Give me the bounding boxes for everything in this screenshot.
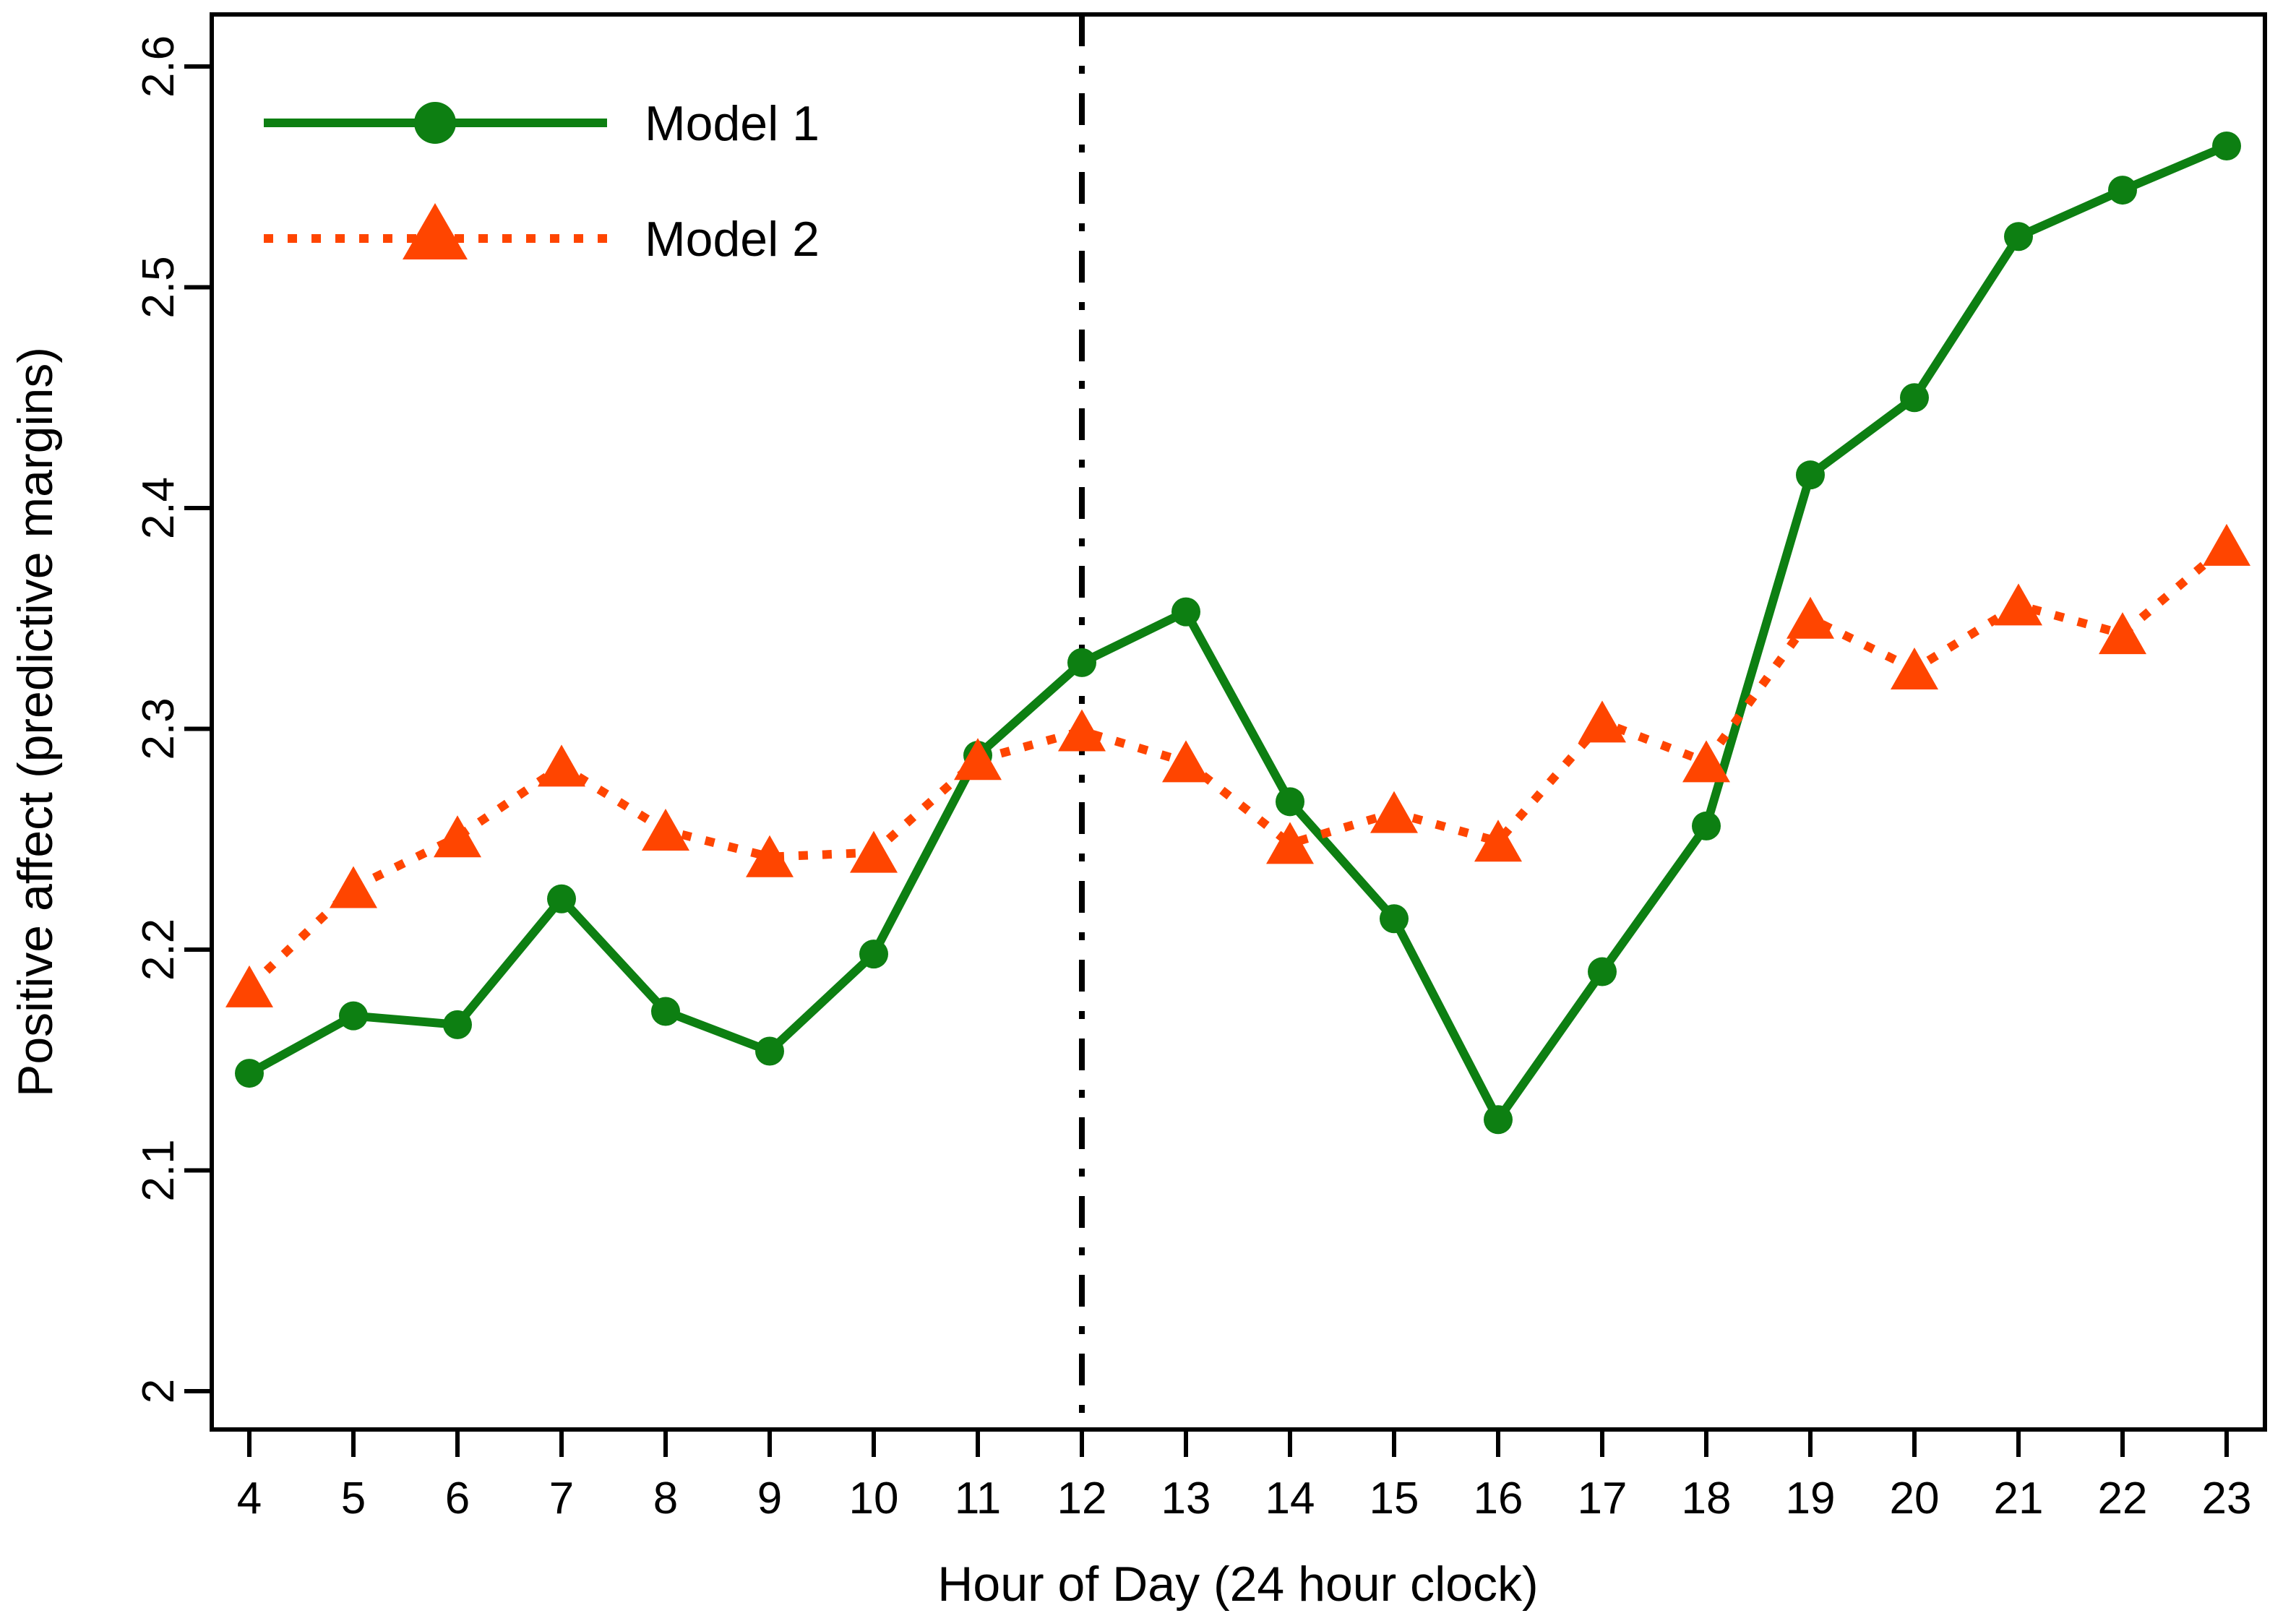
data-point xyxy=(746,835,794,877)
data-point xyxy=(235,1059,264,1088)
data-point xyxy=(2004,222,2033,251)
data-point xyxy=(434,815,481,858)
data-point xyxy=(1370,791,1418,833)
data-point xyxy=(1995,583,2042,626)
y-axis-title: Positive affect (predictive margins) xyxy=(8,347,63,1097)
data-point xyxy=(2203,523,2250,566)
plot-frame xyxy=(210,12,2267,1432)
data-point xyxy=(330,866,377,908)
series-line-model-1 xyxy=(247,142,2229,1125)
data-point xyxy=(1891,648,1938,690)
x-tick-label: 12 xyxy=(1057,1474,1107,1523)
y-tick-label: 2.2 xyxy=(134,919,184,981)
data-point xyxy=(1682,740,1730,783)
x-axis: 4 5 6 7 8 9 10 11 12 13 14 15 16 17 18 19 20 21 22 23 xyxy=(237,1429,2252,1523)
data-point xyxy=(1578,700,1626,743)
data-point xyxy=(850,830,898,873)
data-point xyxy=(339,1001,368,1031)
x-tick-label: 14 xyxy=(1265,1474,1315,1523)
series-markers-model-1 xyxy=(235,131,2241,1135)
x-tick-label: 21 xyxy=(1994,1474,2044,1523)
data-point xyxy=(2212,131,2241,160)
x-tick-label: 5 xyxy=(341,1474,366,1523)
legend-item-model-2: Model 2 xyxy=(264,203,820,267)
legend: Model 1 Model 2 xyxy=(264,96,820,267)
data-point xyxy=(1588,957,1617,986)
legend-circle-marker-icon xyxy=(414,102,456,144)
y-tick-label: 2.1 xyxy=(134,1139,184,1201)
data-point xyxy=(1380,904,1409,934)
plot-area: 2 2.1 2.2 2.3 2.4 2.5 2.6 4 5 6 7 8 9 10 11 12 13 14 15 16 1… xyxy=(134,12,2267,1523)
legend-item-model-1: Model 1 xyxy=(264,96,820,151)
data-point xyxy=(2099,612,2146,655)
data-point xyxy=(1276,787,1304,817)
x-tick-label: 23 xyxy=(2202,1474,2252,1523)
data-point xyxy=(2108,176,2137,205)
data-point xyxy=(1796,460,1825,490)
x-tick-label: 9 xyxy=(757,1474,782,1523)
legend-label-model-2: Model 2 xyxy=(645,212,820,267)
x-tick-label: 18 xyxy=(1682,1474,1732,1523)
data-point xyxy=(1787,596,1834,639)
y-tick-label: 2.6 xyxy=(134,35,184,98)
data-point xyxy=(1171,597,1200,627)
legend-label-model-1: Model 1 xyxy=(645,96,820,151)
x-tick-label: 6 xyxy=(445,1474,470,1523)
data-point xyxy=(1162,740,1210,783)
x-tick-label: 7 xyxy=(549,1474,574,1523)
data-point xyxy=(755,1036,784,1066)
y-tick-label: 2 xyxy=(134,1379,184,1403)
x-tick-label: 17 xyxy=(1578,1474,1628,1523)
x-tick-label: 13 xyxy=(1161,1474,1211,1523)
data-point xyxy=(538,744,585,787)
data-point xyxy=(1900,383,1929,413)
data-point xyxy=(642,809,689,851)
data-point xyxy=(1067,648,1096,677)
data-point xyxy=(225,965,273,1007)
data-point xyxy=(1484,1105,1513,1135)
data-point xyxy=(1692,811,1721,840)
x-tick-label: 19 xyxy=(1786,1474,1836,1523)
x-tick-label: 16 xyxy=(1474,1474,1523,1523)
y-tick-label: 2.3 xyxy=(134,697,184,760)
data-point xyxy=(954,738,1002,781)
data-point xyxy=(1474,820,1522,862)
data-point xyxy=(1058,709,1106,752)
x-tick-label: 20 xyxy=(1890,1474,1940,1523)
x-tick-label: 11 xyxy=(955,1474,1001,1523)
series-markers-model-2 xyxy=(225,523,2250,1007)
data-point xyxy=(651,997,680,1026)
y-tick-label: 2.5 xyxy=(134,256,184,318)
x-tick-label: 10 xyxy=(849,1474,899,1523)
data-point xyxy=(443,1010,472,1039)
x-tick-label: 22 xyxy=(2098,1474,2148,1523)
data-point xyxy=(1266,822,1314,864)
legend-triangle-marker-icon xyxy=(403,203,468,259)
y-tick-label: 2.4 xyxy=(134,477,184,539)
data-point xyxy=(547,884,576,913)
x-tick-label: 4 xyxy=(237,1474,262,1523)
x-tick-label: 8 xyxy=(653,1474,678,1523)
data-point xyxy=(859,940,888,969)
x-tick-label: 15 xyxy=(1370,1474,1419,1523)
x-axis-title: Hour of Day (24 hour clock) xyxy=(937,1557,1538,1612)
y-axis: 2 2.1 2.2 2.3 2.4 2.5 2.6 xyxy=(134,35,212,1403)
